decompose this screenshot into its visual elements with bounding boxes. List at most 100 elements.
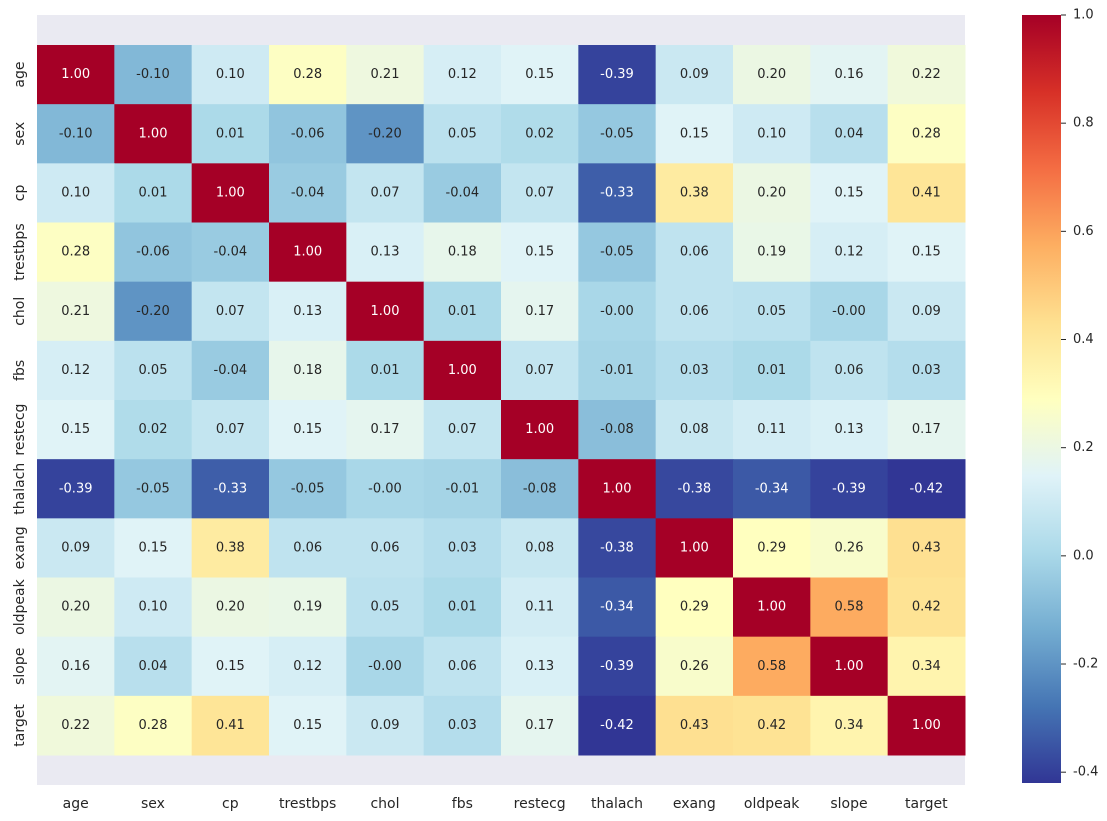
heatmap-cell-value: 0.34 (912, 659, 941, 674)
heatmap-cell-value: 0.05 (371, 600, 400, 615)
heatmap-cell (37, 577, 115, 638)
heatmap-cell-value: 0.17 (525, 304, 554, 319)
heatmap-cell (37, 45, 115, 105)
heatmap-cell (578, 518, 657, 578)
heatmap-cell-value: 0.15 (139, 540, 168, 555)
heatmap-cell (37, 636, 115, 697)
heatmap-cell (733, 222, 811, 283)
heatmap-cell-value: -0.01 (600, 363, 634, 378)
heatmap-cell-value: 0.09 (371, 718, 400, 733)
heatmap-cell (423, 163, 502, 223)
heatmap-cell (114, 636, 193, 697)
x-axis-ticks: age sex cp trestbps chol fbs restecg thalach exa… (63, 796, 949, 812)
heatmap-cell-value: 0.29 (680, 600, 709, 615)
heatmap-cell-value: 1.00 (525, 422, 554, 437)
heatmap-cell (37, 695, 115, 756)
heatmap-cell-value: 0.07 (525, 185, 554, 200)
heatmap-cell (578, 695, 657, 756)
heatmap-cell-value: 0.43 (912, 540, 941, 555)
heatmap-cell (887, 281, 966, 342)
colorbar-tick-label: 1.0 (1073, 8, 1094, 23)
heatmap-cell (114, 577, 193, 638)
y-tick-label: trestbps (12, 223, 28, 280)
heatmap-cell (501, 400, 579, 460)
heatmap-cell-value: -0.42 (910, 481, 944, 496)
heatmap-cell (578, 281, 657, 342)
heatmap-cell-value: 0.06 (680, 304, 709, 319)
heatmap-cell (114, 459, 193, 519)
heatmap-cell-value: 1.00 (216, 185, 245, 200)
heatmap-cell (346, 636, 425, 697)
heatmap-cell (501, 636, 579, 697)
heatmap-cell (733, 459, 811, 519)
heatmap-cell (191, 222, 270, 283)
y-tick-label: age (12, 62, 28, 88)
heatmap-cell (346, 400, 425, 460)
heatmap-cell-value: 0.10 (61, 185, 90, 200)
x-tick-label: age (63, 796, 89, 812)
heatmap-cell-value: 0.04 (835, 126, 864, 141)
colorbar-ticks: -0.4 -0.2 0.0 0.2 0.4 0.6 0.8 1.0 (1061, 8, 1098, 780)
heatmap-cell-value: 0.17 (371, 422, 400, 437)
heatmap-cell (423, 577, 502, 638)
colorbar-tick-label: 0.6 (1073, 224, 1094, 239)
heatmap-cell-value: -0.38 (600, 540, 634, 555)
heatmap-cell-value: 0.07 (216, 422, 245, 437)
heatmap-cell-value: 0.15 (61, 422, 90, 437)
heatmap-cell-value: 0.28 (912, 126, 941, 141)
heatmap-cell (733, 340, 811, 401)
heatmap-cell-value: 0.12 (293, 659, 322, 674)
heatmap-cell (269, 518, 347, 578)
heatmap-cell-value: -0.33 (600, 185, 634, 200)
heatmap-cell (501, 340, 579, 401)
x-tick-label: cp (222, 796, 239, 812)
x-tick-label: slope (830, 796, 867, 812)
heatmap-cell-value: 0.07 (525, 363, 554, 378)
heatmap-cell-value: 0.15 (216, 659, 245, 674)
heatmap-cell-value: 0.26 (680, 659, 709, 674)
heatmap-cell-value: -0.10 (59, 126, 93, 141)
heatmap-cell (346, 695, 425, 756)
heatmap-cell-value: 0.21 (61, 304, 90, 319)
heatmap-cell-value: 0.08 (680, 422, 709, 437)
heatmap-cell-value: 0.05 (448, 126, 477, 141)
heatmap-cell-value: 0.19 (293, 600, 322, 615)
heatmap-cell-value: -0.42 (600, 718, 634, 733)
heatmap-cell-value: 0.01 (757, 363, 786, 378)
heatmap-cell (655, 104, 734, 164)
heatmap-cell (578, 222, 657, 283)
heatmap-cell-value: 0.20 (216, 600, 245, 615)
heatmap-cell-value: 0.12 (835, 245, 864, 260)
y-axis-ticks: age sex cp trestbps chol fbs restecg thalach exa… (12, 62, 28, 747)
heatmap-cell (733, 695, 811, 756)
heatmap-cell (114, 695, 193, 756)
heatmap-cell (346, 45, 425, 105)
heatmap-cell (37, 518, 115, 578)
heatmap-cell (346, 518, 425, 578)
y-tick-label: cp (12, 185, 28, 202)
heatmap-cell-value: -0.05 (600, 126, 634, 141)
heatmap-cell-value: -0.08 (600, 422, 634, 437)
heatmap-cell-value: 0.20 (61, 600, 90, 615)
heatmap-cell-value: 0.15 (835, 185, 864, 200)
heatmap-cell-value: -0.01 (446, 481, 480, 496)
heatmap-cell (655, 340, 734, 401)
x-tick-label: chol (370, 796, 399, 812)
heatmap-cell-value: 0.05 (139, 363, 168, 378)
heatmap-cell-value: 0.28 (61, 245, 90, 260)
heatmap-cell (810, 577, 889, 638)
heatmap-cell-value: -0.39 (600, 659, 634, 674)
heatmap-cell (269, 636, 347, 697)
heatmap-cell-value: 0.15 (680, 126, 709, 141)
heatmap-cell (501, 281, 579, 342)
heatmap-cell (37, 400, 115, 460)
heatmap-cell (346, 577, 425, 638)
heatmap-cell (810, 636, 889, 697)
heatmap-cell-value: 0.20 (757, 67, 786, 82)
heatmap-cell (887, 459, 966, 519)
heatmap-cell (810, 104, 889, 164)
heatmap-cell-value: 0.18 (448, 245, 477, 260)
heatmap-cell-value: -0.06 (291, 126, 325, 141)
colorbar-tick-label: -0.2 (1073, 657, 1098, 672)
heatmap-cell (423, 104, 502, 164)
